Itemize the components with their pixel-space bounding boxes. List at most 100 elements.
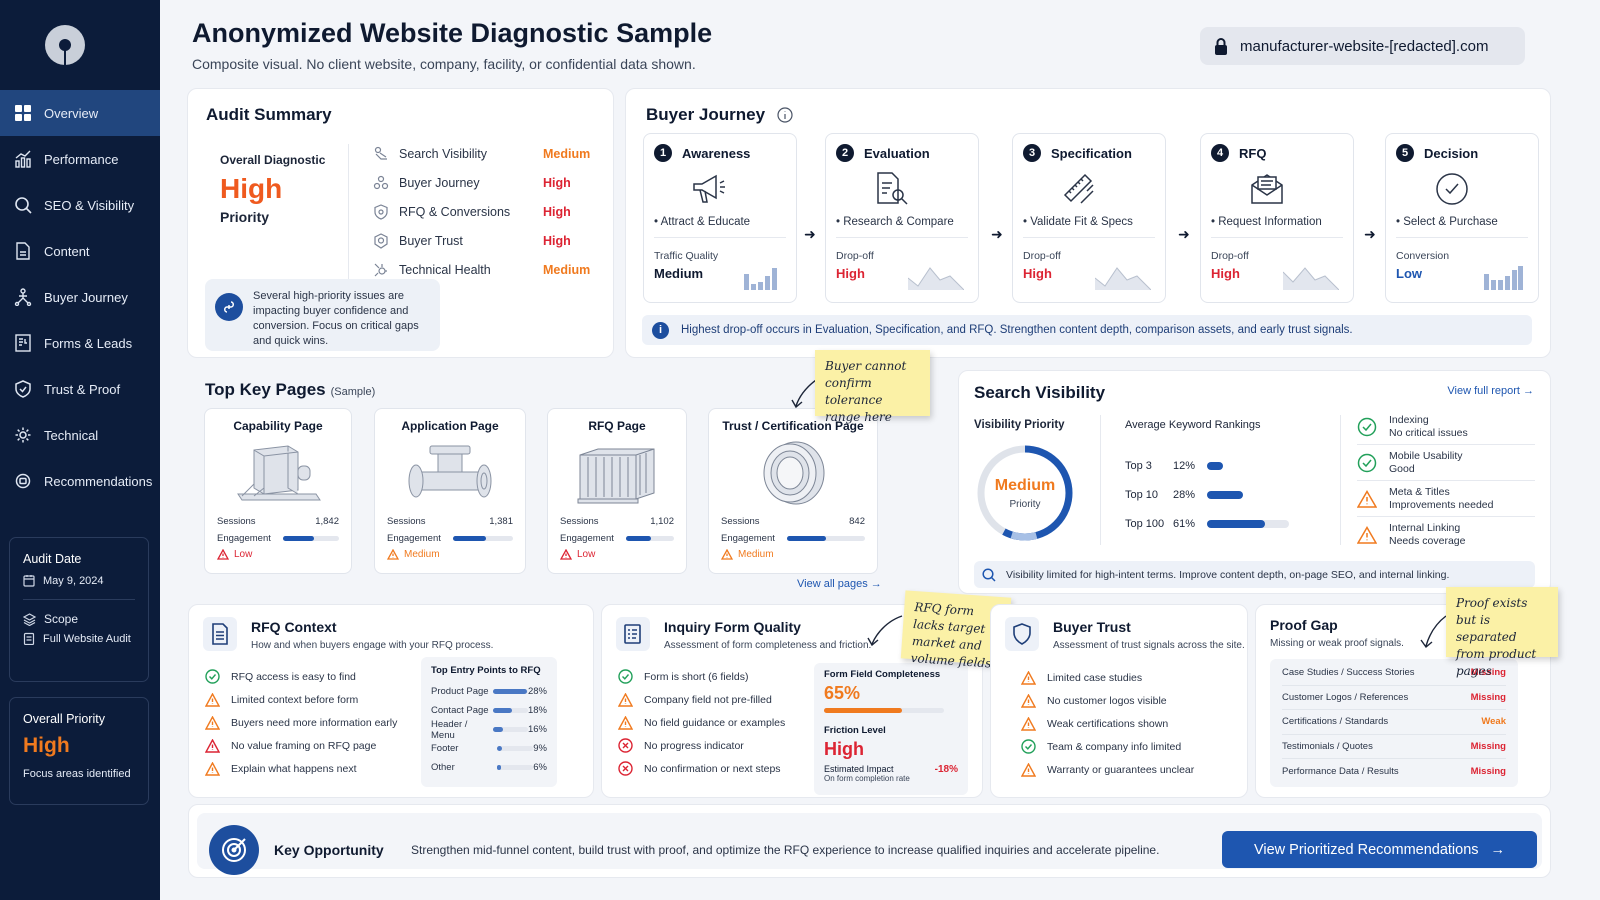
- sidebar-item-overview[interactable]: Overview: [0, 90, 160, 136]
- proof-row: Customer Logos / References Missing: [1282, 686, 1506, 710]
- checks-list: Indexing No critical issues Mobile Usabil…: [1357, 409, 1535, 553]
- document-icon: [14, 242, 32, 260]
- clipboard-icon: [23, 632, 35, 645]
- stage-rfq[interactable]: 4 RFQ • Request Information Drop-off High: [1200, 133, 1354, 303]
- summary-row-search-visibility[interactable]: Search Visibility Medium: [373, 139, 591, 168]
- sidebar-item-label: Technical: [44, 427, 99, 443]
- summary-row-rfq[interactable]: RFQ & Conversions High: [373, 197, 588, 226]
- envelope-icon: [1181, 162, 1353, 216]
- sidebar-item-recommendations[interactable]: Recommendations: [0, 458, 160, 504]
- ranking-row: Top 10 28%: [1125, 480, 1289, 509]
- audit-info-card: Audit Date May 9, 2024 Scope Full Websit…: [9, 537, 149, 682]
- overall-diagnostic-value: High: [220, 173, 283, 204]
- sessions-value: 1,102: [650, 516, 674, 527]
- divider: [348, 144, 349, 284]
- logo-icon[interactable]: [45, 25, 85, 65]
- buyer-journey-card: Buyer Journey 1 Awareness • Attract & Edu…: [625, 88, 1551, 358]
- journey-icon: [14, 288, 32, 306]
- stage-metric-value: High: [836, 266, 865, 281]
- overall-priority-note: Focus areas identified: [23, 768, 131, 780]
- status-badge: Medium: [375, 547, 525, 562]
- sidebar-item-buyer-journey[interactable]: Buyer Journey: [0, 274, 160, 320]
- url-bar[interactable]: manufacturer-website-[redacted].com: [1200, 27, 1525, 65]
- sidebar-item-performance[interactable]: Performance: [0, 136, 160, 182]
- ranking-row: Top 100 61%: [1125, 509, 1289, 538]
- document-icon: [203, 617, 237, 651]
- bar-sparkline-icon: [1484, 266, 1523, 290]
- overall-diagnostic-label: Overall Diagnostic: [220, 153, 326, 167]
- proof-row: Performance Data / Results Missing: [1282, 765, 1506, 777]
- view-full-report-link[interactable]: View full report →: [1447, 385, 1534, 397]
- rfq-context-items: RFQ access is easy to find Limited conte…: [205, 665, 397, 780]
- trust-badge-icon: [374, 232, 388, 249]
- warning-icon: [618, 715, 633, 730]
- sidebar-item-technical[interactable]: Technical: [0, 412, 160, 458]
- check-row[interactable]: Internal Linking Needs coverage: [1357, 517, 1535, 553]
- sidebar-item-trust-proof[interactable]: Trust & Proof: [0, 366, 160, 412]
- warning-icon: [387, 549, 399, 560]
- stage-metric-value: High: [1023, 266, 1052, 281]
- annotation-arrow-icon: [1420, 615, 1447, 649]
- visibility-priority-value: Medium: [994, 477, 1056, 494]
- inquiry-form-title: Inquiry Form Quality: [664, 619, 801, 635]
- status-badge: Medium: [543, 146, 591, 161]
- sidebar-item-label: SEO & Visibility: [44, 197, 135, 213]
- buyer-journey-note: i Highest drop-off occurs in Evaluation,…: [642, 315, 1532, 345]
- search-icon: [982, 567, 996, 582]
- sidebar-item-label: Performance: [44, 151, 119, 167]
- audit-summary-list: Search Visibility Medium Buyer Journey Hig…: [373, 139, 591, 284]
- check-circle-icon: [1357, 417, 1377, 436]
- info-icon[interactable]: [777, 107, 793, 123]
- sidebar-item-label: Content: [44, 243, 90, 259]
- check-row[interactable]: Meta & Titles Improvements needed: [1357, 481, 1535, 517]
- visibility-donut: Medium Priority: [975, 443, 1075, 543]
- overall-priority-card: Overall Priority High Focus areas identi…: [9, 697, 149, 805]
- check-circle-icon: [618, 669, 633, 684]
- form-icon: [14, 334, 32, 352]
- key-pages-section: Top Key Pages (Sample) Capability Page S…: [187, 368, 947, 596]
- stage-metric-value: High: [1211, 266, 1240, 281]
- warning-icon: [721, 549, 733, 560]
- check-row[interactable]: Indexing No critical issues: [1357, 409, 1535, 445]
- sidebar-item-content[interactable]: Content: [0, 228, 160, 274]
- search-icon: [14, 196, 32, 214]
- key-page-card[interactable]: Capability Page Sessions 1,842 Engagement…: [204, 408, 352, 574]
- area-sparkline-icon: [1283, 267, 1339, 290]
- sidebar-item-label: Recommendations: [44, 473, 153, 489]
- bearing-icon: [709, 433, 877, 513]
- info-icon: i: [652, 321, 669, 339]
- stage-decision[interactable]: 5 Decision • Select & Purchase Conversion…: [1385, 133, 1539, 303]
- stage-awareness[interactable]: 1 Awareness • Attract & Educate Traffic Q…: [643, 133, 797, 303]
- summary-row-buyer-journey[interactable]: Buyer Journey High: [373, 168, 588, 197]
- alert-icon: [215, 293, 243, 321]
- sessions-value: 1,842: [315, 516, 339, 527]
- stage-specification[interactable]: 3 Specification • Validate Fit & Specs Dr…: [1012, 133, 1166, 303]
- proof-row: Case Studies / Success StoriesMissing: [1282, 661, 1506, 686]
- engagement-bar: [282, 536, 339, 541]
- status-badge: Medium: [543, 262, 591, 277]
- key-page-card[interactable]: Trust / Certification Page Sessions 842 E…: [708, 408, 878, 574]
- sidebar-item-forms-leads[interactable]: Forms & Leads: [0, 320, 160, 366]
- entry-row: Product Page 28%: [431, 686, 547, 697]
- friction-value: High: [824, 739, 864, 759]
- bar-sparkline-icon: [744, 268, 777, 290]
- sidebar-item-seo[interactable]: SEO & Visibility: [0, 182, 160, 228]
- key-page-card[interactable]: Application Page Sessions 1,381 Engagemen…: [374, 408, 526, 574]
- view-all-pages-link[interactable]: View all pages →: [797, 578, 882, 590]
- engagement-bar: [452, 536, 513, 541]
- summary-row-technical-health[interactable]: Technical Health Medium: [373, 255, 591, 284]
- view-recommendations-button[interactable]: View Prioritized Recommendations →: [1222, 831, 1537, 868]
- check-row[interactable]: Mobile Usability Good: [1357, 445, 1535, 481]
- warning-icon: [1021, 762, 1036, 777]
- ruler-icon: [993, 162, 1165, 216]
- proof-row: Certifications / Standards Weak: [1282, 710, 1506, 735]
- target-icon: [209, 825, 259, 875]
- overall-priority-label: Overall Priority: [23, 712, 105, 726]
- shield-icon: [1005, 617, 1039, 651]
- sticky-note: Buyer cannot confirm tolerance range her…: [815, 350, 930, 424]
- stage-evaluation[interactable]: 2 Evaluation • Research & Compare Drop-of…: [825, 133, 979, 303]
- key-page-card[interactable]: RFQ Page Sessions 1,102 Engagement Low: [547, 408, 687, 574]
- summary-row-buyer-trust[interactable]: Buyer Trust High: [373, 226, 588, 255]
- entry-row: Other 6%: [431, 762, 547, 773]
- lock-icon: [1215, 37, 1227, 55]
